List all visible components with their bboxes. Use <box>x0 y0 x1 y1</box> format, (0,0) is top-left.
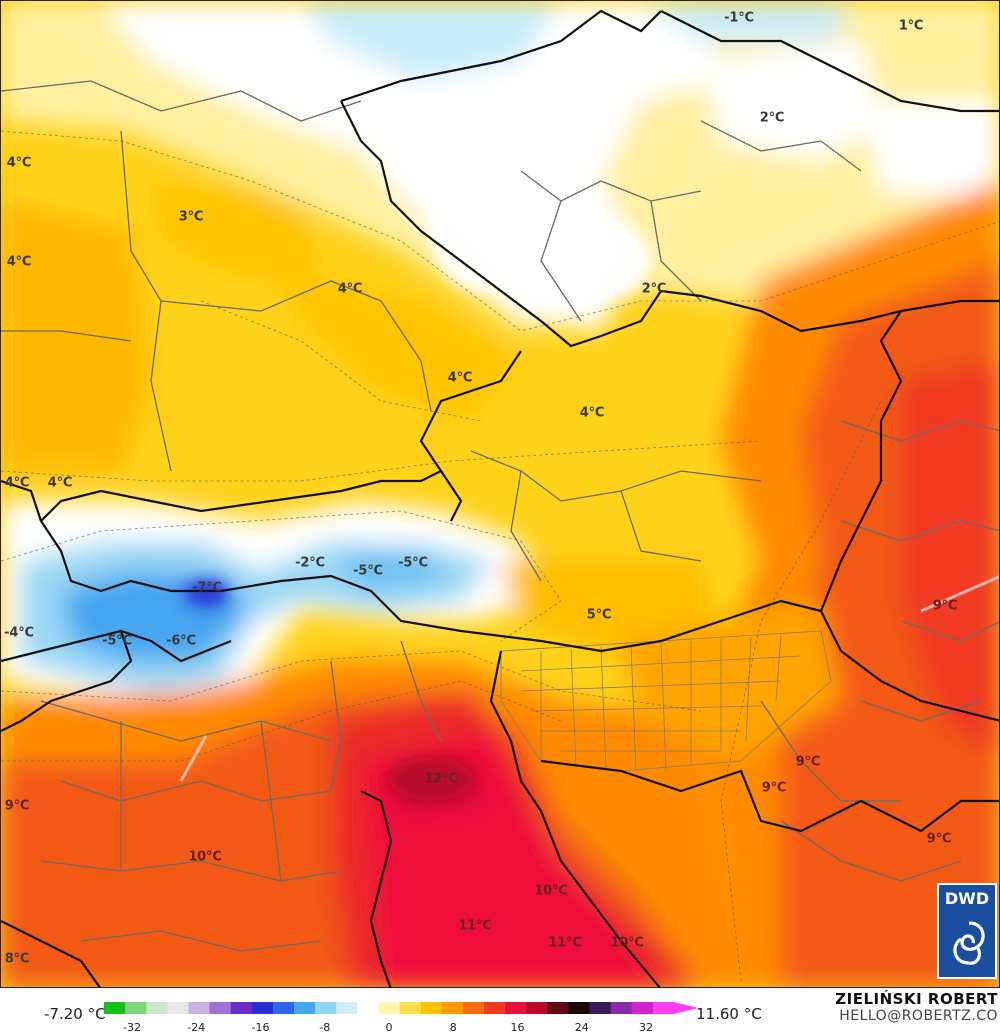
colorbar-tick-label: 24 <box>574 1021 589 1034</box>
colorbar-tick-label: -8 <box>319 1021 331 1034</box>
temperature-label: 10°C <box>610 935 644 951</box>
temperature-label: 2°C <box>641 281 667 297</box>
colorbar-segment <box>230 1002 253 1014</box>
temperature-label: 3°C <box>178 209 204 225</box>
temperature-label: 9°C <box>926 831 952 847</box>
colorbar-segment <box>167 1002 190 1014</box>
colorbar-segment <box>188 1002 211 1014</box>
temperature-map: -1°C 1°C 2°C 4°C 3°C 4°C 4°C 2°C 4°C 4°C 4°C 4°C -2°… <box>0 0 1000 988</box>
colorbar-segment <box>526 1002 548 1014</box>
colorbar-tick-label: 0 <box>385 1021 393 1034</box>
dwd-swirl-icon <box>953 921 985 965</box>
colorbar-end-arrow <box>674 1002 698 1014</box>
temperature-label: 4°C <box>4 475 30 491</box>
temperature-label: 12°C <box>424 771 458 787</box>
temperature-label: 9°C <box>4 798 30 814</box>
colorbar-segment <box>547 1002 570 1014</box>
colorbar-tick-label: -24 <box>187 1021 206 1034</box>
colorbar-tick-label: 16 <box>510 1021 525 1034</box>
colorbar-segment <box>125 1002 147 1014</box>
temperature-label: 11°C <box>548 935 582 951</box>
dwd-logo-text: DWD <box>944 889 990 908</box>
temperature-label: -1°C <box>724 10 754 26</box>
municipal-borders <box>500 630 832 772</box>
temperature-label: 9°C <box>795 754 821 770</box>
colorbar-segment <box>209 1002 232 1014</box>
temperature-label: 2°C <box>759 110 785 126</box>
colorbar-tick-label: -32 <box>123 1021 141 1034</box>
temperature-label: 4°C <box>579 405 605 421</box>
colorbar-segment <box>336 1002 358 1014</box>
colorbar-segment <box>146 1002 168 1014</box>
legend-min-value: -7.20 °C <box>44 1005 106 1023</box>
temperature-label: 4°C <box>337 281 363 297</box>
temperature-label: -2°C <box>295 555 325 571</box>
temperature-label: -7°C <box>192 580 222 596</box>
author-credit: ZIELIŃSKI ROBERT HELLO@ROBERTZ.CO <box>835 990 998 1024</box>
temperature-label: -4°C <box>4 625 34 641</box>
temperature-label: 8°C <box>4 951 30 967</box>
colorbar-segment <box>610 1002 633 1014</box>
colorbar-segment <box>399 1002 422 1014</box>
colorbar <box>104 1002 698 1014</box>
temperature-label: 9°C <box>932 598 958 614</box>
temperature-label: 4°C <box>6 254 32 270</box>
colorbar-segment <box>272 1002 295 1014</box>
colorbar-segment <box>484 1002 506 1014</box>
legend-max-value: 11.60 °C <box>696 1005 762 1023</box>
temperature-label: -5°C <box>398 555 428 571</box>
colorbar-tick-label: 8 <box>449 1021 457 1034</box>
author-email: HELLO@ROBERTZ.CO <box>839 1008 998 1024</box>
colorbar-tick-label: 32 <box>639 1021 653 1034</box>
colorbar-segment <box>251 1002 274 1014</box>
colorbar-segment <box>505 1002 527 1014</box>
colorbar-segment <box>294 1002 316 1014</box>
colorbar-segment <box>357 1002 380 1014</box>
author-name: ZIELIŃSKI ROBERT <box>835 990 998 1008</box>
colorbar-segment <box>652 1002 675 1014</box>
temperature-label: 10°C <box>188 849 222 865</box>
isotherm-lines <box>1 130 999 982</box>
colorbar-segment <box>378 1002 401 1014</box>
temperature-label: 9°C <box>761 780 787 796</box>
temperature-label: 4°C <box>6 155 32 171</box>
temperature-label: 10°C <box>534 883 568 899</box>
colorbar-segment <box>104 1002 126 1014</box>
colorbar-segment <box>441 1002 464 1014</box>
highlight-streaks <box>179 575 999 782</box>
colorbar-segment <box>315 1002 337 1014</box>
country-borders <box>1 9 999 987</box>
colorbar-segment <box>589 1002 612 1014</box>
temperature-label: 11°C <box>458 918 492 934</box>
colorbar-segment <box>568 1002 591 1014</box>
temperature-label: 5°C <box>586 607 612 623</box>
map-canvas <box>1 1 999 987</box>
dwd-logo: DWD <box>937 883 997 979</box>
temperature-label: 4°C <box>47 475 73 491</box>
temperature-label: 4°C <box>447 370 473 386</box>
colorbar-segment <box>462 1002 485 1014</box>
colorbar-segment <box>631 1002 654 1014</box>
colorbar-tick-label: -16 <box>251 1021 270 1034</box>
temperature-fills <box>1 1 999 987</box>
temperature-label: -5°C <box>102 633 132 649</box>
colorbar-segment <box>420 1002 443 1014</box>
temperature-label: 1°C <box>898 18 924 34</box>
regional-borders <box>1 80 999 952</box>
temperature-label: -5°C <box>353 563 383 579</box>
temperature-details <box>187 171 651 801</box>
temperature-label: -6°C <box>166 633 196 649</box>
